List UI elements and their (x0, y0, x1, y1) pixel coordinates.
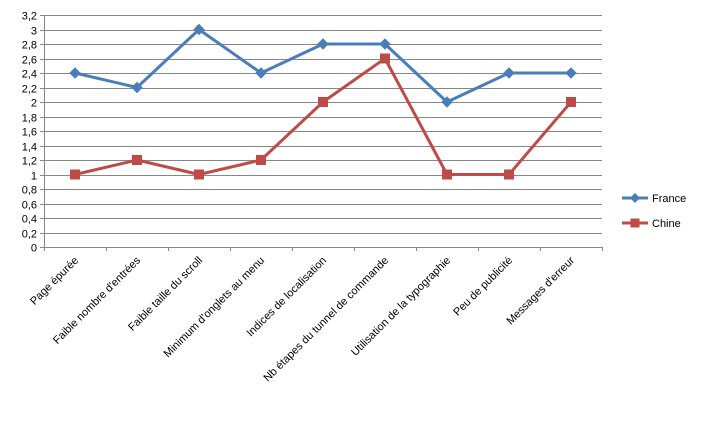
data-point-france (255, 67, 267, 79)
data-point-chine (194, 169, 204, 180)
data-point-france (503, 67, 515, 79)
legend-label-france: France (652, 193, 686, 205)
y-tick-label: 2,6 (22, 55, 37, 67)
legend-marker-france (630, 193, 640, 203)
data-point-france (379, 38, 391, 50)
x-tick-label: Nb étapes du tunnel de commande (262, 255, 392, 385)
x-tick-label: Minimum d'onglets au menu (162, 255, 268, 361)
y-tick-label: 1,8 (22, 113, 37, 125)
x-tick-label: Peu de publicité (451, 255, 515, 319)
data-point-france (441, 96, 453, 108)
y-tick-label: 2 (31, 98, 37, 110)
data-point-france (565, 67, 577, 79)
y-tick-label: 0,4 (22, 214, 37, 226)
y-tick-label: 3,2 (22, 11, 37, 23)
y-tick-label: 0,8 (22, 185, 37, 197)
series-group (69, 23, 577, 180)
gridlines (44, 15, 602, 248)
axes (40, 15, 603, 251)
y-tick-label: 0,6 (22, 200, 37, 212)
data-point-france (131, 81, 143, 94)
y-tick-label: 1,2 (22, 156, 37, 168)
x-tick-label: Utilisation de la typographie (349, 255, 453, 359)
data-point-chine (566, 97, 576, 107)
y-tick-label: 3 (31, 26, 37, 38)
y-tick-label: 2,4 (22, 69, 37, 81)
x-tick-label: Messages d'erreur (504, 254, 577, 327)
data-point-chine (380, 53, 390, 64)
data-point-chine (132, 155, 142, 165)
data-point-chine (70, 169, 80, 180)
y-tick-label: 1 (31, 171, 37, 183)
data-point-chine (442, 169, 452, 180)
y-tick-label: 1,6 (22, 127, 37, 139)
data-point-france (69, 67, 81, 79)
legend-label-chine: Chine (652, 218, 681, 230)
y-tick-label: 2,8 (22, 40, 37, 52)
data-point-france (317, 38, 329, 50)
data-point-chine (504, 169, 514, 180)
x-tick-label: Page épurée (28, 255, 81, 308)
data-point-chine (318, 97, 328, 107)
y-tick-label: 0 (31, 243, 37, 255)
y-tick-label: 2,2 (22, 84, 37, 96)
y-axis-tick-labels: 0 0,2 0,4 0,6 0,8 1 1,2 1,4 1,6 1,8 2 2,2 2,4 2,6 2,8 3… (22, 11, 37, 255)
data-point-chine (256, 155, 266, 165)
y-tick-label: 0,2 (22, 229, 37, 241)
y-tick-label: 1,4 (22, 142, 37, 154)
legend-marker-chine (630, 218, 640, 228)
data-point-france (193, 23, 205, 36)
legend: France Chine (622, 193, 686, 230)
